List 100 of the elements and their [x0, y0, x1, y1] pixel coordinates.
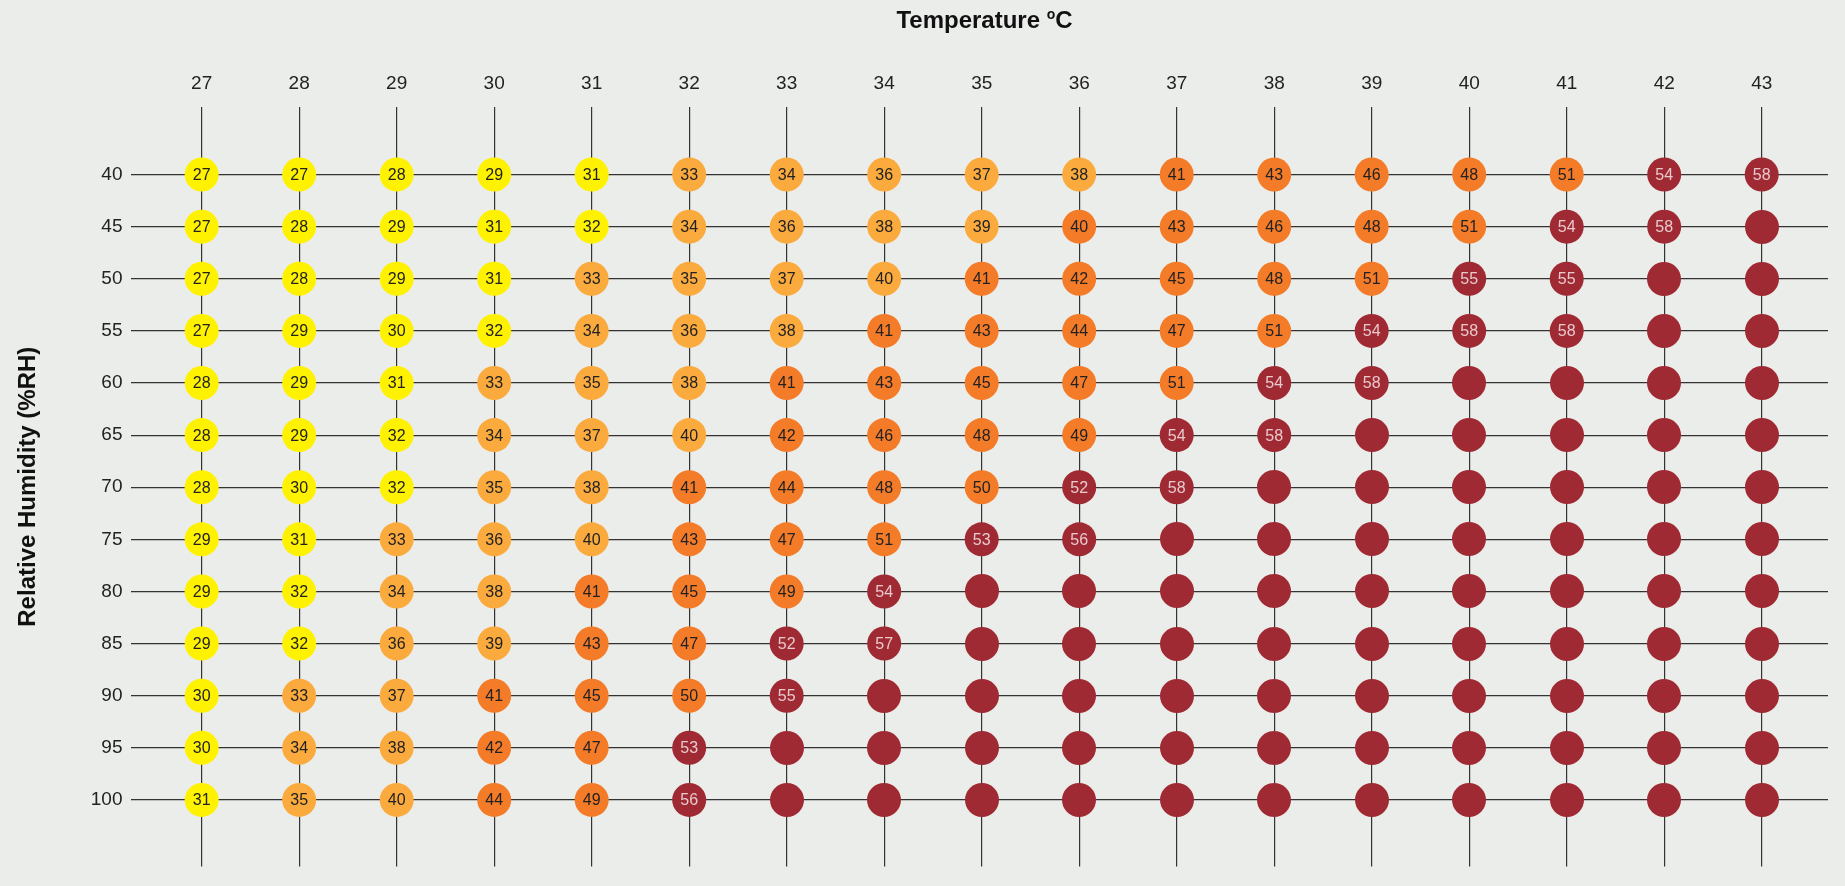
- data-label: 28: [192, 374, 211, 392]
- data-label: 41: [680, 478, 699, 496]
- data-label: 27: [192, 270, 211, 288]
- data-label: 40: [1070, 218, 1089, 236]
- data-label: 31: [290, 530, 309, 548]
- data-label: 38: [485, 582, 504, 600]
- data-label: 29: [290, 322, 309, 340]
- data-label: 58: [1460, 322, 1479, 340]
- data-label: 46: [1265, 218, 1284, 236]
- data-label: 36: [485, 530, 504, 548]
- data-label: 40: [875, 270, 894, 288]
- data-label: 43: [1265, 165, 1284, 183]
- data-label: 43: [680, 530, 699, 548]
- x-tick-label: 38: [1263, 71, 1285, 93]
- y-tick-label: 90: [101, 683, 123, 705]
- data-label: 40: [680, 426, 699, 444]
- data-label: 37: [582, 426, 601, 444]
- data-label: 36: [777, 218, 796, 236]
- data-label: 34: [777, 165, 796, 183]
- data-label: 51: [1557, 165, 1576, 183]
- data-label: 50: [680, 687, 699, 705]
- data-label: 32: [582, 218, 601, 236]
- data-label: 58: [1655, 218, 1674, 236]
- x-tick-label: 35: [971, 71, 993, 93]
- data-label: 33: [680, 165, 699, 183]
- y-tick-label: 85: [101, 631, 123, 653]
- data-label: 51: [1362, 270, 1381, 288]
- data-label: 51: [875, 530, 894, 548]
- data-label: 36: [387, 634, 406, 652]
- data-label: 48: [1265, 270, 1284, 288]
- data-label: 36: [680, 322, 699, 340]
- data-label: 51: [1460, 218, 1479, 236]
- data-label: 45: [972, 374, 991, 392]
- data-label: 30: [387, 322, 406, 340]
- x-tick-label: 34: [873, 71, 896, 93]
- data-label: 58: [1752, 165, 1771, 183]
- x-tick-label: 36: [1068, 71, 1090, 93]
- data-label: 29: [290, 374, 309, 392]
- data-label: 54: [1167, 426, 1186, 444]
- data-label: 47: [1070, 374, 1089, 392]
- data-label: 54: [1265, 374, 1284, 392]
- data-label: 48: [875, 478, 894, 496]
- data-label: 46: [1362, 165, 1381, 183]
- data-label: 31: [387, 374, 406, 392]
- y-tick-label: 60: [101, 371, 123, 393]
- data-label: 54: [1557, 218, 1576, 236]
- data-label: 54: [1362, 322, 1381, 340]
- data-label: 38: [875, 218, 894, 236]
- data-label: 58: [1265, 426, 1284, 444]
- data-label: 41: [1167, 165, 1186, 183]
- data-label: 32: [290, 634, 309, 652]
- data-label: 34: [485, 426, 504, 444]
- y-tick-label: 45: [101, 214, 123, 236]
- data-label: 30: [290, 478, 309, 496]
- data-label: 28: [290, 270, 309, 288]
- y-tick-label: 95: [101, 736, 123, 758]
- data-label: 37: [387, 687, 406, 705]
- data-label: 29: [290, 426, 309, 444]
- data-label: 47: [680, 634, 699, 652]
- data-label: 27: [192, 218, 211, 236]
- data-label: 32: [290, 582, 309, 600]
- data-label: 33: [290, 687, 309, 705]
- data-label: 35: [485, 478, 504, 496]
- data-label: 47: [777, 530, 796, 548]
- data-label: 42: [777, 426, 796, 444]
- data-label: 32: [387, 478, 406, 496]
- y-tick-label: 100: [90, 788, 123, 810]
- data-label: 47: [582, 739, 601, 757]
- data-label: 43: [1167, 218, 1186, 236]
- data-label: 50: [972, 478, 991, 496]
- data-label: 38: [680, 374, 699, 392]
- data-label: 43: [972, 322, 991, 340]
- data-label: 31: [485, 218, 504, 236]
- data-label: 27: [192, 165, 211, 183]
- data-label: 29: [192, 582, 211, 600]
- data-label: 58: [1167, 478, 1186, 496]
- data-label: 42: [485, 739, 504, 757]
- data-label: 38: [387, 739, 406, 757]
- data-label: 28: [290, 218, 309, 236]
- y-tick-label: 55: [101, 319, 123, 341]
- data-label: 34: [680, 218, 699, 236]
- x-tick-label: 31: [581, 71, 603, 93]
- data-label: 31: [485, 270, 504, 288]
- data-label: 55: [1557, 270, 1576, 288]
- x-tick-label: 42: [1653, 71, 1675, 93]
- data-label: 29: [387, 270, 406, 288]
- data-label: 47: [1167, 322, 1186, 340]
- data-label: 52: [777, 634, 796, 652]
- data-label: 55: [1460, 270, 1479, 288]
- y-tick-label: 70: [101, 475, 123, 497]
- x-tick-label: 33: [776, 71, 798, 93]
- data-label: 32: [485, 322, 504, 340]
- x-tick-label: 40: [1458, 71, 1480, 93]
- data-label: 49: [1070, 426, 1089, 444]
- y-axis-title: Relative Humidity (%RH): [13, 346, 41, 627]
- data-label: 27: [192, 322, 211, 340]
- x-tick-label: 41: [1556, 71, 1578, 93]
- data-label: 29: [192, 530, 211, 548]
- data-label: 51: [1167, 374, 1186, 392]
- x-tick-label: 39: [1361, 71, 1383, 93]
